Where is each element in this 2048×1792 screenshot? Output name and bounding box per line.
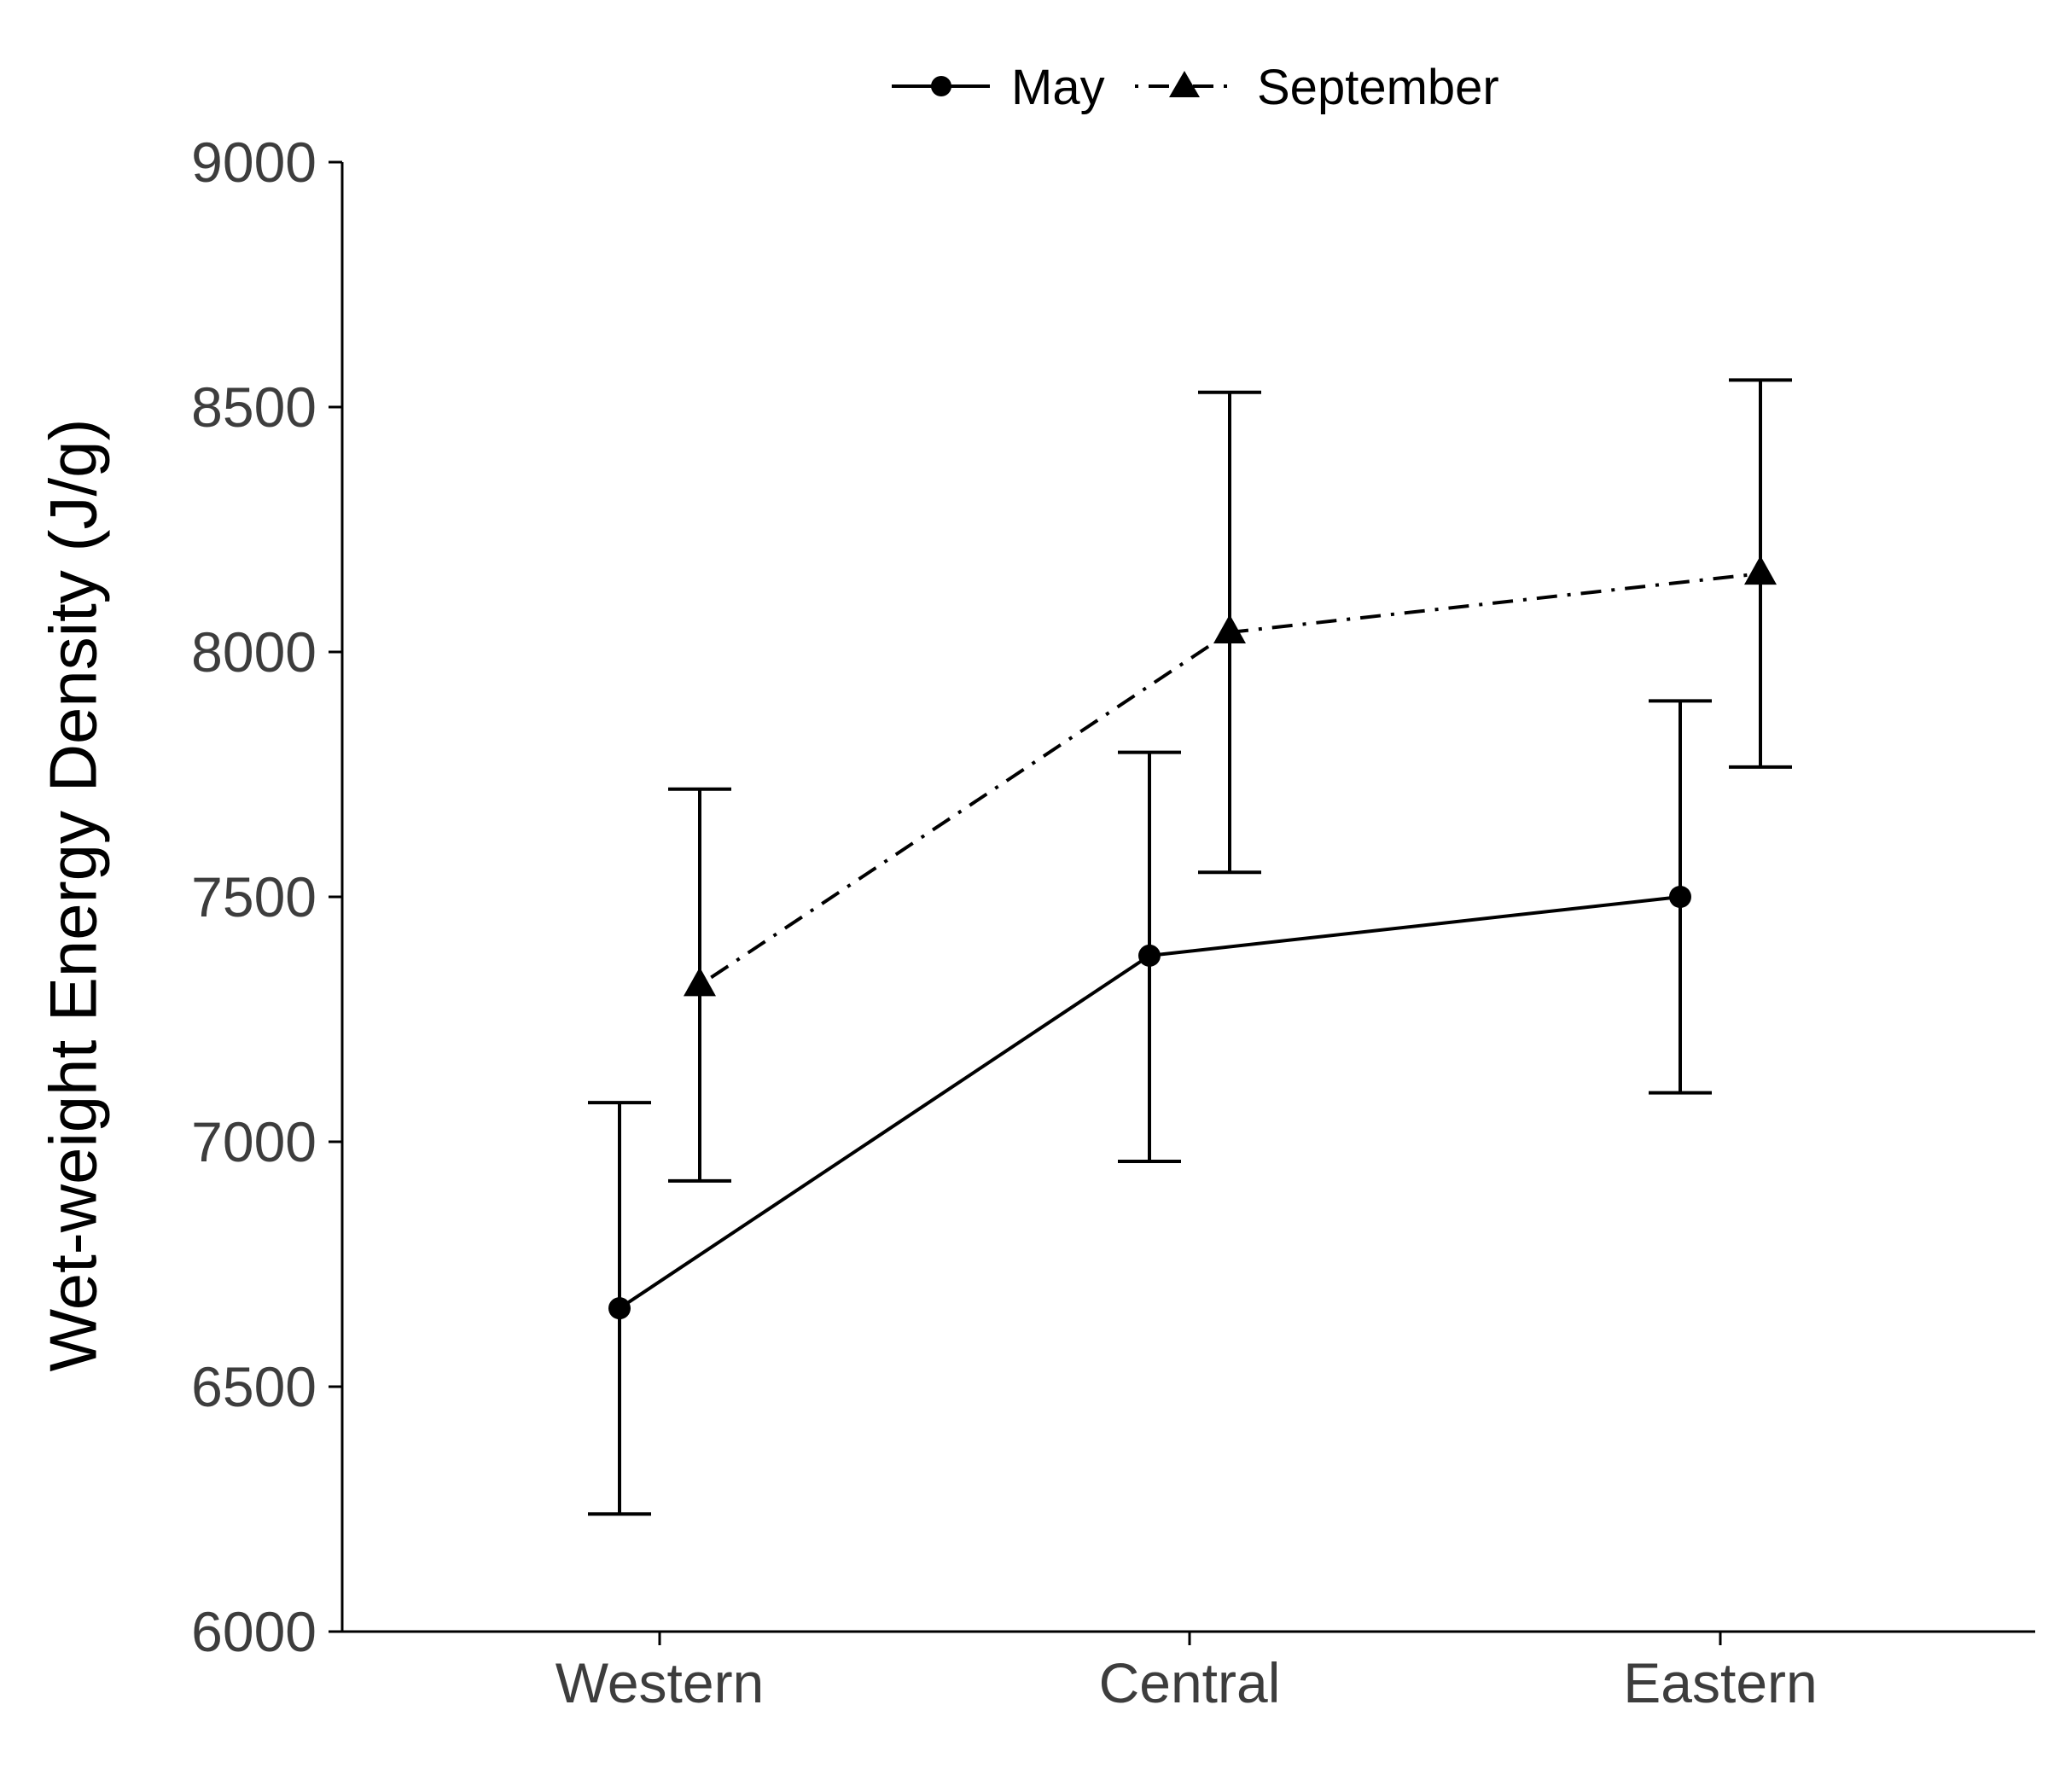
legend-marker-september: [1169, 71, 1200, 97]
data-point: [684, 967, 716, 997]
data-point: [1138, 944, 1161, 967]
y-tick-label: 9000: [191, 131, 317, 194]
series-may: [588, 699, 1712, 1516]
legend-label-may: May: [1011, 60, 1105, 115]
x-tick-label: Western: [556, 1651, 765, 1714]
data-point: [608, 1297, 631, 1320]
y-axis-title: Wet-weight Energy Density (J/g): [36, 419, 111, 1372]
data-point: [1213, 614, 1246, 644]
data-point: [1669, 886, 1691, 908]
series: [588, 378, 1792, 1516]
y-tick-label: 7000: [191, 1110, 317, 1173]
legend-marker-may: [931, 76, 951, 96]
x-tick-label: Central: [1099, 1651, 1281, 1714]
series-september: [668, 378, 1792, 1183]
y-tick-label: 6000: [191, 1600, 317, 1663]
axes: [340, 162, 2035, 1633]
data-point: [1744, 556, 1777, 585]
y-tick-label: 8500: [191, 375, 317, 439]
ticks: 6000 6500 7000 7500 8000 8500 9000 Western Centr…: [191, 131, 1818, 1714]
y-tick-label: 7500: [191, 865, 317, 928]
legend-item-september: September: [1135, 60, 1499, 115]
legend-label-september: September: [1257, 60, 1499, 115]
legend-item-may: May: [892, 60, 1105, 115]
x-tick-label: Eastern: [1623, 1651, 1817, 1714]
legend: May September: [892, 60, 1499, 115]
y-tick-label: 8000: [191, 620, 317, 684]
y-tick-label: 6500: [191, 1355, 317, 1418]
